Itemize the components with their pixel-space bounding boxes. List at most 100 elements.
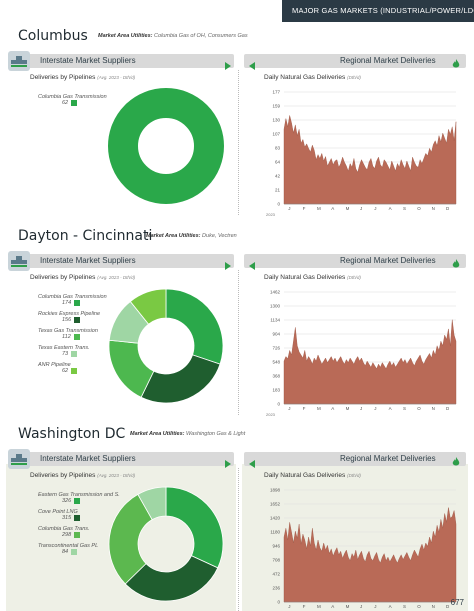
pipeline-value-row: 73	[62, 351, 90, 357]
flame-icon	[452, 256, 460, 268]
utilities-value: Washington Gas & Light	[186, 431, 246, 437]
y-tick-label: 159	[272, 104, 280, 109]
pipeline-swatch	[73, 334, 80, 340]
pipeline-value: 298	[62, 532, 72, 538]
daily-deliveries-chart: 1898 1652 1420 1180 946 708 472 236 0 J F M A M J J A S O N…	[262, 484, 462, 611]
arrow-left-icon	[248, 57, 256, 70]
donut-slice	[108, 493, 153, 585]
interstate-bar: Interstate Market Suppliers	[8, 254, 234, 270]
pipeline-value-row: 84	[62, 549, 98, 555]
arrow-right-icon	[224, 257, 232, 270]
x-tick-label: A	[331, 604, 334, 609]
daily-deliveries-chart: 177 159 130 107 83 64 42 21 0 J F M A M J J A S O N D 2023	[262, 86, 462, 223]
pipeline-value: 62	[62, 368, 69, 374]
section-header-bar: Interstate Market Suppliers Regional Mark…	[0, 449, 474, 469]
pipeline-legend-item: ANR Pipeline 62	[38, 362, 78, 374]
y-tick-label: 708	[272, 558, 280, 563]
x-tick-label: J	[360, 206, 362, 211]
pipeline-value: 174	[62, 300, 72, 306]
regional-bar: Regional Market Deliveries	[244, 54, 466, 70]
x-tick-label: O	[417, 206, 421, 211]
y-tick-label: 1462	[270, 290, 281, 295]
donut-slice	[165, 288, 224, 365]
interstate-bar: Interstate Market Suppliers	[8, 54, 234, 70]
pipeline-value-row: 62	[62, 368, 78, 374]
x-tick-label: M	[317, 406, 321, 411]
avg-note: (Avg. 2023 - Dth/d)	[97, 275, 136, 280]
deliveries-by-pipelines-label: Deliveries by Pipelines	[30, 472, 96, 479]
x-tick-label: N	[432, 406, 435, 411]
y-tick-label: 1898	[270, 488, 281, 493]
daily-deliveries-label: Daily Natural Gas Deliveries	[264, 274, 346, 281]
interstate-label: Interstate Market Suppliers	[40, 56, 136, 65]
x-tick-label: S	[403, 206, 406, 211]
y-tick-label: 904	[272, 332, 280, 337]
y-tick-label: 0	[277, 600, 280, 605]
deliveries-area	[283, 115, 457, 205]
pipeline-value-row: 174	[62, 300, 107, 306]
market-section: Columbus Market Area Utilities: Columbia …	[0, 22, 474, 222]
x-tick-label: S	[403, 604, 406, 609]
y-tick-label: 107	[272, 132, 280, 137]
x-tick-label: F	[303, 604, 306, 609]
pipeline-value: 84	[62, 549, 69, 555]
pipeline-value-row: 156	[62, 317, 100, 323]
donut-slice	[129, 288, 167, 325]
arrow-left-icon	[248, 257, 256, 270]
donut-slice	[124, 555, 219, 602]
pipeline-value: 326	[62, 498, 72, 504]
market-area-label: Market Area Utilities:	[98, 33, 153, 39]
deliveries-area	[283, 507, 457, 603]
city-title: Dayton - Cincinnati	[18, 228, 153, 244]
x-tick-label: J	[374, 604, 376, 609]
y-tick-label: 21	[275, 188, 281, 193]
pipeline-legend-item: Transcontinental Gas PL 84	[38, 543, 98, 555]
utilities-value: Duke, Vectren	[202, 233, 237, 239]
header-bar: MAJOR GAS MARKETS (INDUSTRIAL/POWER/LDC)	[282, 0, 474, 22]
pipeline-name: Columbia Gas Transmission	[38, 94, 107, 100]
daily-deliveries-chart: 1462 1300 1134 904 726 548 368 183 0 J F M A M J J A S O N D…	[262, 286, 462, 423]
flame-icon	[452, 454, 460, 466]
pipeline-name: Rockies Express Pipeline	[38, 311, 101, 317]
y-tick-label: 0	[277, 202, 280, 207]
x-tick-label: F	[303, 206, 306, 211]
pipeline-swatch	[71, 549, 78, 555]
pipeline-legend-item: Cove Point LNG 315	[38, 509, 81, 521]
pipeline-value-row: 298	[62, 532, 90, 538]
x-tick-label: F	[303, 406, 306, 411]
market-area-utilities: Market Area Utilities: Washington Gas & …	[130, 431, 245, 437]
x-tick-label: M	[346, 406, 350, 411]
donut-slice	[137, 486, 167, 521]
pipeline-legend-item: Columbia Gas Transmission 174	[38, 294, 107, 306]
x-tick-label: M	[346, 604, 350, 609]
avg-note: (Avg. 2023 - Dth/d)	[97, 75, 136, 80]
y-tick-label: 1180	[270, 530, 280, 535]
y-tick-label: 548	[272, 360, 280, 365]
x-tick-label: D	[446, 406, 450, 411]
y-tick-label: 472	[272, 572, 280, 577]
y-tick-label: 83	[275, 146, 281, 151]
utilities-value: Columbia Gas of OH, Consumers Gas	[154, 33, 248, 39]
y-tick-label: 177	[272, 90, 280, 95]
section-header-bar: Interstate Market Suppliers Regional Mark…	[0, 51, 474, 71]
arrow-right-icon	[224, 455, 232, 468]
deliveries-by-pipelines-title: Deliveries by Pipelines (Avg. 2023 - Dth…	[30, 74, 135, 81]
pipeline-value: 73	[62, 351, 69, 357]
pipeline-value: 62	[62, 100, 69, 106]
y-tick-label: 64	[275, 160, 281, 165]
pipeline-swatch	[71, 100, 78, 106]
x-tick-label: D	[446, 604, 450, 609]
pipeline-name: Eastern Gas Transmission and S.	[38, 492, 120, 498]
x-axis-year-label: 2023	[266, 412, 276, 417]
x-tick-label: J	[374, 406, 376, 411]
x-tick-label: M	[346, 206, 350, 211]
panel-divider	[238, 70, 239, 215]
y-tick-label: 1420	[270, 516, 281, 521]
pipeline-name: Columbia Gas Transmission	[38, 294, 107, 300]
y-tick-label: 1300	[270, 304, 281, 309]
pipeline-donut-chart	[104, 282, 228, 411]
x-tick-label: A	[331, 406, 334, 411]
x-tick-label: N	[432, 206, 435, 211]
x-tick-label: J	[374, 206, 376, 211]
arrow-right-icon	[224, 57, 232, 70]
